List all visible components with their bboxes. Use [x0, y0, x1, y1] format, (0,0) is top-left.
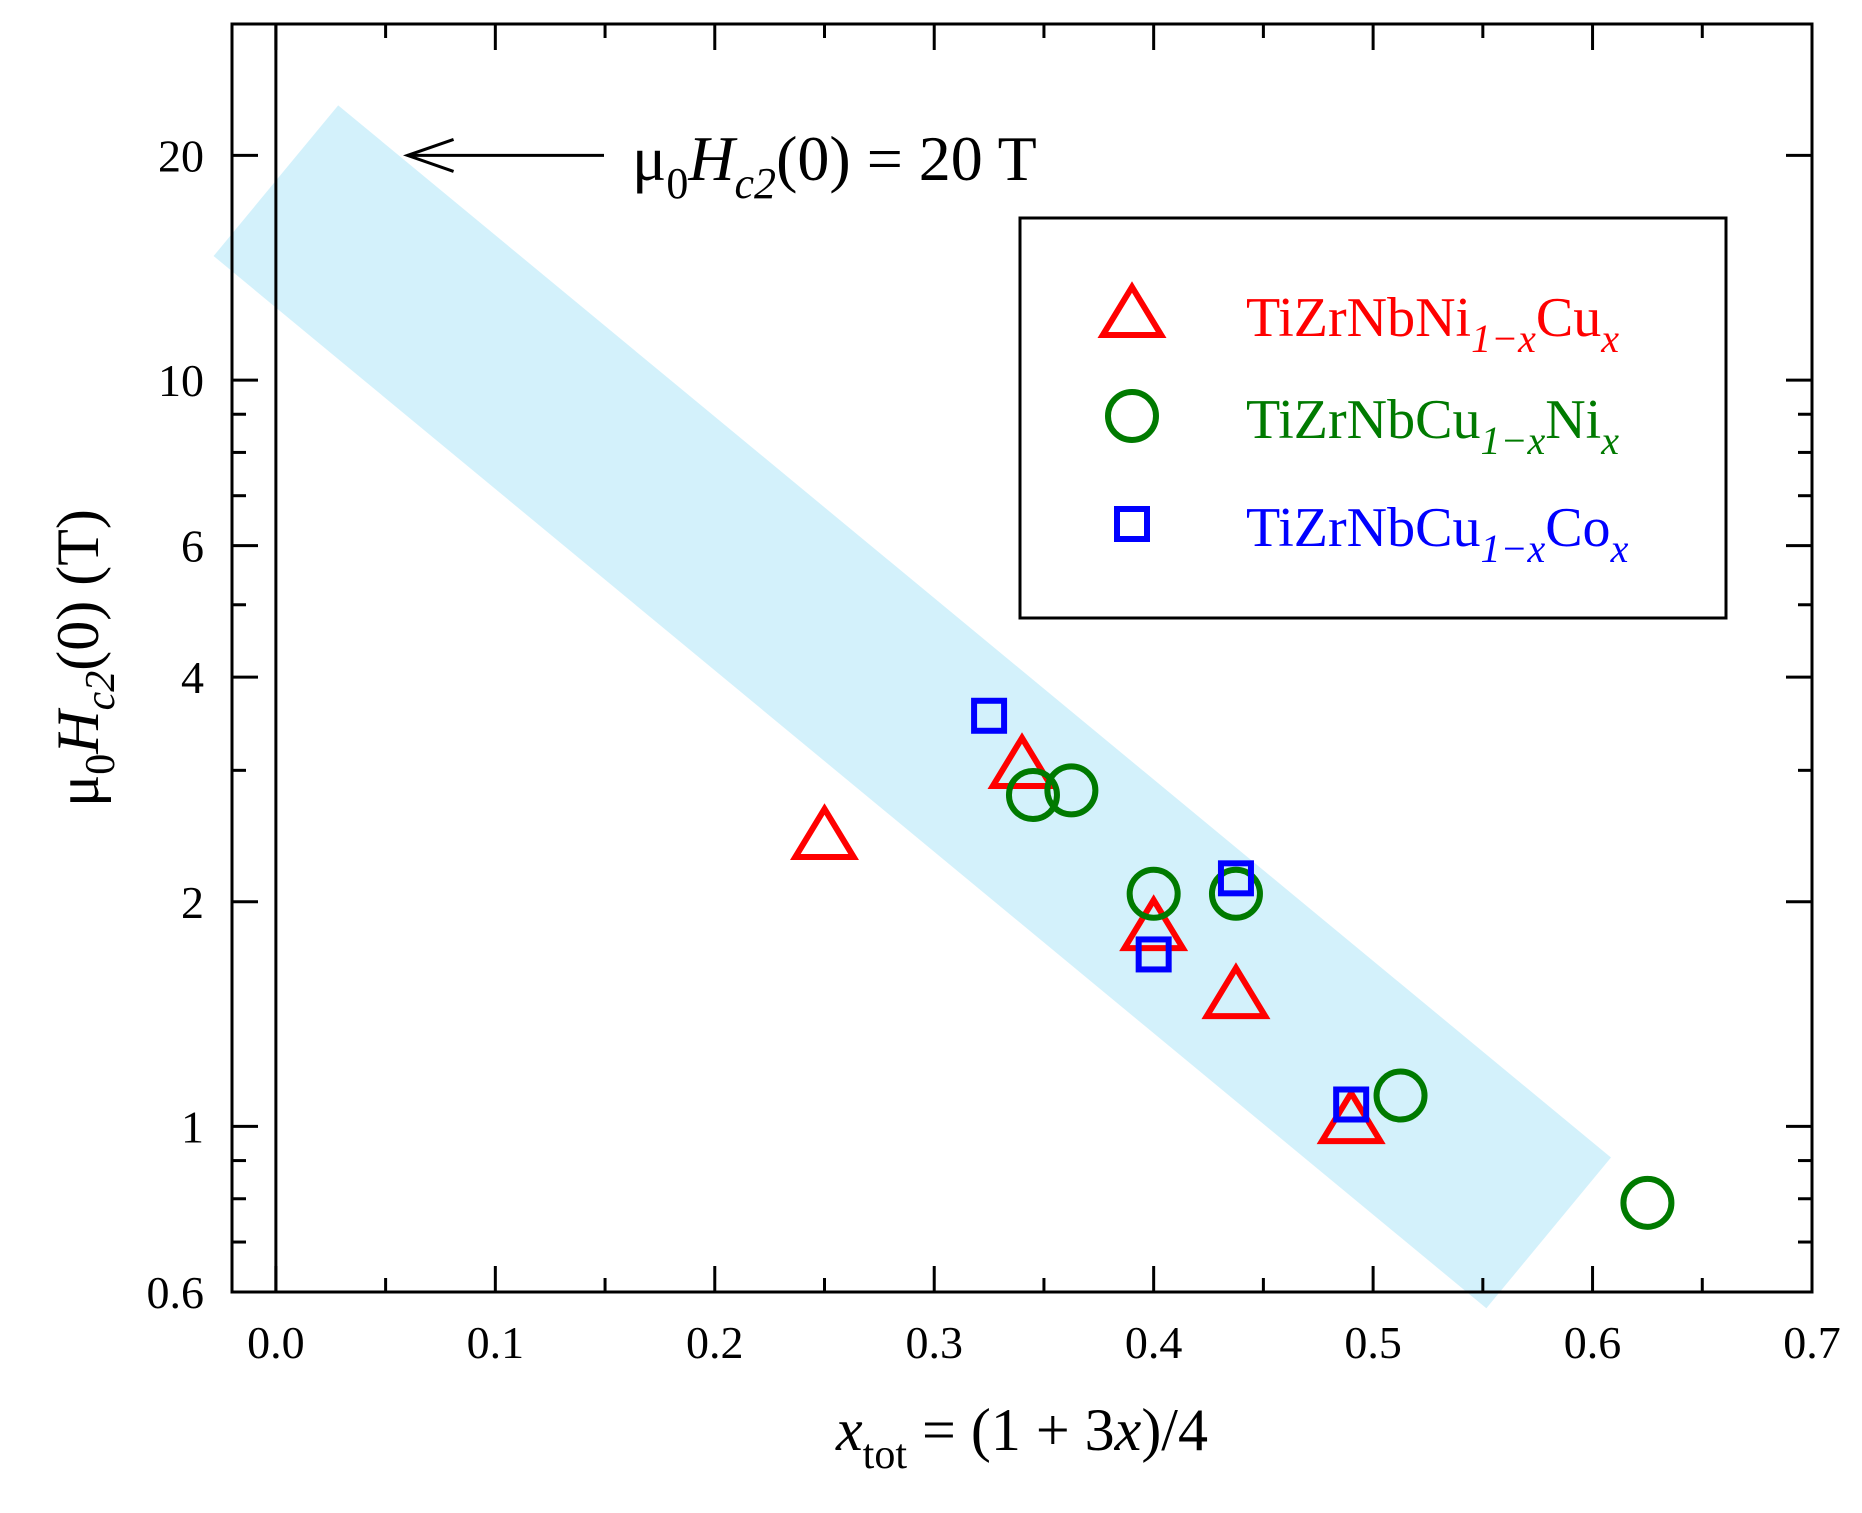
circle-marker: [1126, 866, 1181, 921]
triangle-marker: [1119, 894, 1189, 952]
legend-box: [1018, 216, 1728, 620]
x-tick-label: 0.5: [1344, 1317, 1402, 1368]
x-tick-label: 0.6: [1564, 1317, 1622, 1368]
y-tick-label: 20: [158, 130, 204, 181]
y-tick-label: 1: [181, 1101, 204, 1152]
y-tick-label: 2: [181, 877, 204, 928]
x-tick-label: 0.0: [247, 1317, 305, 1368]
legend: TiZrNbNi1−xCux TiZrNbCu1−xNix TiZrNbCu1−xC…: [1097, 281, 1629, 571]
square-marker: [971, 697, 1008, 734]
legend-square-marker: [1114, 506, 1150, 542]
x-tick-label: 0.1: [467, 1317, 525, 1368]
x-tick-label: 0.4: [1125, 1317, 1183, 1368]
y-tick-label: 10: [158, 355, 204, 406]
y-axis-label: μ0Hc2(0) (T): [45, 509, 124, 807]
legend-label: TiZrNbNi1−xCux: [1246, 287, 1619, 361]
annotation-label: μ0Hc2(0) = 20 T: [632, 123, 1037, 208]
x-tick-label: 0.2: [686, 1317, 744, 1368]
legend-triangle-marker: [1097, 281, 1167, 339]
triangle-marker: [790, 803, 859, 861]
square-marker: [1217, 860, 1254, 897]
square-marker: [1135, 936, 1172, 973]
circle-marker: [1208, 866, 1263, 921]
axes-layer: 0.0 0.1 0.2 0.3 0.4 0.5 0.6 0.7 0.6 1 2 4 6 10 20: [147, 24, 1841, 1368]
legend-label: TiZrNbCu1−xNix: [1246, 389, 1619, 463]
y-tick-label: 0.6: [147, 1267, 205, 1318]
plot-frame: [230, 22, 1814, 1294]
triangle-marker: [1201, 962, 1271, 1020]
annotation-arrow-head: [402, 138, 455, 173]
legend-label: TiZrNbCu1−xCox: [1246, 497, 1629, 571]
x-tick-label: 0.7: [1783, 1317, 1841, 1368]
triangle-marker: [987, 732, 1057, 790]
circle-marker: [1044, 763, 1099, 818]
square-marker: [1333, 1086, 1370, 1123]
x-tick-label: 0.3: [905, 1317, 963, 1368]
legend-circle-marker: [1105, 389, 1159, 443]
y-tick-label: 6: [181, 521, 204, 572]
y-tick-label: 4: [181, 652, 204, 703]
circle-marker: [1620, 1175, 1675, 1230]
circle-marker: [1373, 1068, 1428, 1123]
data-markers-layer: [790, 697, 1675, 1230]
x-axis-label: xtot = (1 + 3x)/4: [835, 1397, 1208, 1478]
circle-marker: [1005, 768, 1060, 823]
